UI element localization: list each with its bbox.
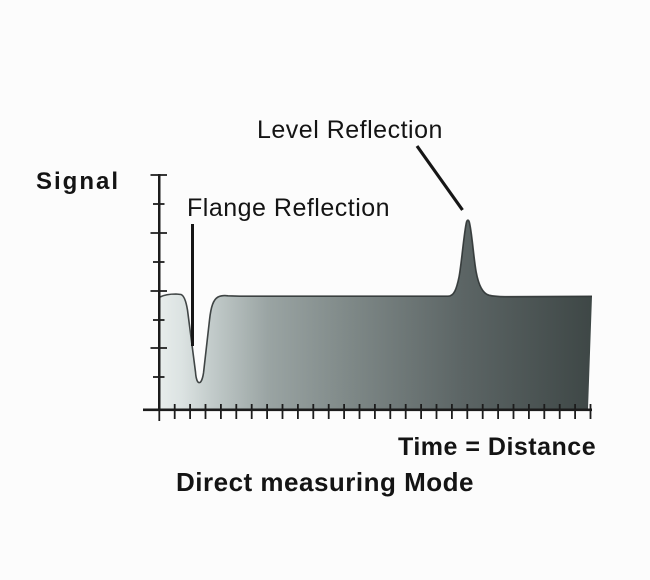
y-axis-label: Signal [36,168,121,195]
x-axis-ticks [158,404,592,421]
flange-reflection-annotation: Flange Reflection [187,194,391,222]
x-axis-label: Time = Distance [398,433,597,461]
signal-outline [159,219,593,384]
level-reflection-leader-line [415,145,464,211]
x-axis-line [143,408,592,412]
level-reflection-annotation: Level Reflection [257,116,443,144]
signal-area [160,220,592,409]
figure-caption: Direct measuring Mode [176,467,475,497]
y-axis-ticks [150,174,167,378]
y-axis-line [158,174,161,410]
